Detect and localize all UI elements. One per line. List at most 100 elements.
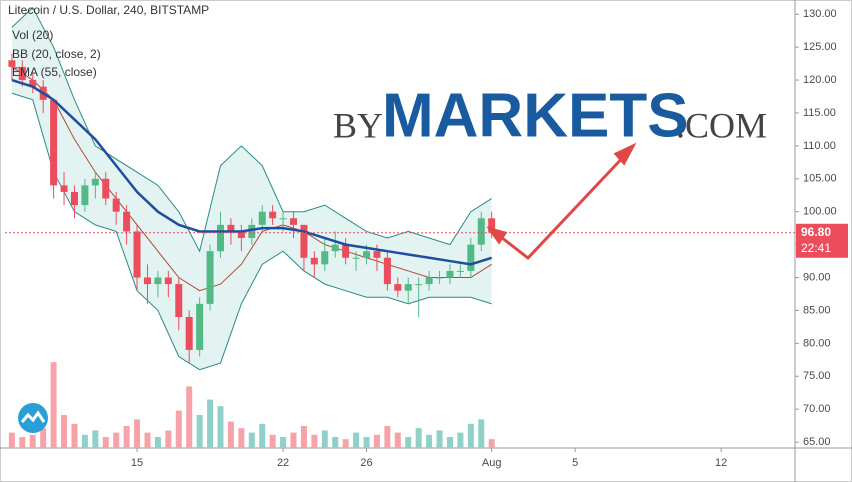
candle-body [269, 211, 277, 219]
x-tick-label: 5 [572, 457, 578, 469]
volume-bar [134, 419, 141, 448]
volume-bar [92, 430, 99, 448]
candle-body [133, 231, 141, 278]
y-tick-label: 130.00 [803, 8, 837, 20]
volume-bar [71, 423, 78, 448]
candle-body [154, 277, 162, 285]
volume-bar [207, 399, 214, 448]
candle-body [91, 178, 99, 186]
candle-body [331, 244, 339, 252]
candle-body [50, 99, 58, 186]
legend-volume: Vol (20) [12, 28, 53, 42]
volume-bar [61, 415, 68, 448]
watermark-brand: MARKETS [382, 81, 689, 150]
volume-bar [113, 432, 120, 448]
volume-bar [405, 437, 412, 448]
volume-bar [353, 432, 360, 448]
volume-bar [478, 419, 485, 448]
candle-body [112, 198, 120, 212]
last-price-box [796, 223, 848, 258]
x-tick-label: Aug [482, 457, 502, 469]
watermark-suffix: .COM [676, 105, 767, 145]
candle-body [248, 224, 256, 239]
y-tick-label: 105.00 [803, 173, 837, 185]
candle-body [436, 277, 444, 279]
volume-bar [321, 430, 328, 448]
candle-body [279, 218, 287, 220]
volume-bar [269, 434, 276, 448]
candle-body [425, 277, 433, 285]
y-tick-label: 85.00 [803, 304, 831, 316]
volume-bar [248, 432, 255, 448]
bb-basis [11, 66, 492, 292]
candle-body [70, 191, 78, 206]
volume-bar [446, 437, 453, 448]
volume-bar [426, 434, 433, 448]
candle-body [477, 218, 485, 245]
y-tick-label: 100.00 [803, 206, 837, 218]
volume-bar [81, 434, 88, 448]
candle-body [102, 178, 110, 199]
candle-body [29, 80, 37, 87]
volume-bar [144, 432, 151, 448]
bb-lower [11, 92, 492, 371]
volume-bar [40, 428, 47, 448]
volume-bar [238, 428, 245, 448]
candle-body [258, 211, 266, 225]
x-tick-label: 26 [360, 457, 372, 469]
candle-body [18, 66, 26, 81]
arrow [486, 142, 637, 261]
bb-fill [11, 7, 492, 370]
y-tick-label: 110.00 [803, 140, 836, 152]
candle-body [81, 185, 89, 206]
candle-body [175, 284, 183, 318]
watermark-prefix: BY [333, 105, 383, 145]
candle-body [352, 257, 360, 259]
volume-bar [165, 430, 172, 448]
candle-body [196, 303, 204, 350]
y-tick-label: 65.00 [803, 436, 831, 448]
bb-upper [11, 6, 492, 253]
logo [18, 403, 48, 433]
volume-bar [311, 434, 318, 448]
candle-body [373, 251, 381, 258]
y-tick-label: 115.00 [803, 107, 836, 119]
candle-body [216, 224, 224, 252]
volume-bar [436, 430, 443, 448]
candle-body [227, 224, 235, 232]
volume-bar [123, 426, 130, 448]
candle-body [342, 244, 350, 258]
candle-body [300, 224, 308, 258]
ema-line [11, 78, 493, 266]
volume-bar [175, 410, 182, 448]
volume-bar [259, 423, 266, 448]
legend-bb: BB (20, close, 2) [12, 47, 101, 61]
candle-body [394, 284, 402, 291]
x-tick-label: 12 [715, 457, 727, 469]
volume-bar [29, 434, 36, 448]
countdown-label: 22:41 [801, 241, 831, 255]
volume-bar [384, 426, 391, 448]
volume-bar [290, 432, 297, 448]
volume-bar [186, 386, 193, 448]
candle-body [143, 277, 151, 285]
volume-bar [363, 437, 370, 448]
candle-body [290, 218, 298, 225]
volume-bar [467, 423, 474, 448]
candle-body [237, 231, 245, 239]
volume-bar [300, 426, 307, 448]
volume-bar [457, 432, 464, 448]
candle-body [456, 270, 464, 272]
candle-body [206, 251, 214, 304]
candle-body [415, 284, 423, 286]
last-price-label: 96.80 [801, 225, 831, 239]
volume-bar [227, 421, 234, 448]
candle-body [123, 211, 131, 232]
candle-body [164, 277, 172, 285]
volume-bar [332, 437, 339, 448]
candle-body [185, 317, 193, 350]
candle-body [383, 257, 391, 285]
candle-body [404, 284, 412, 291]
volume-bar [373, 434, 380, 448]
